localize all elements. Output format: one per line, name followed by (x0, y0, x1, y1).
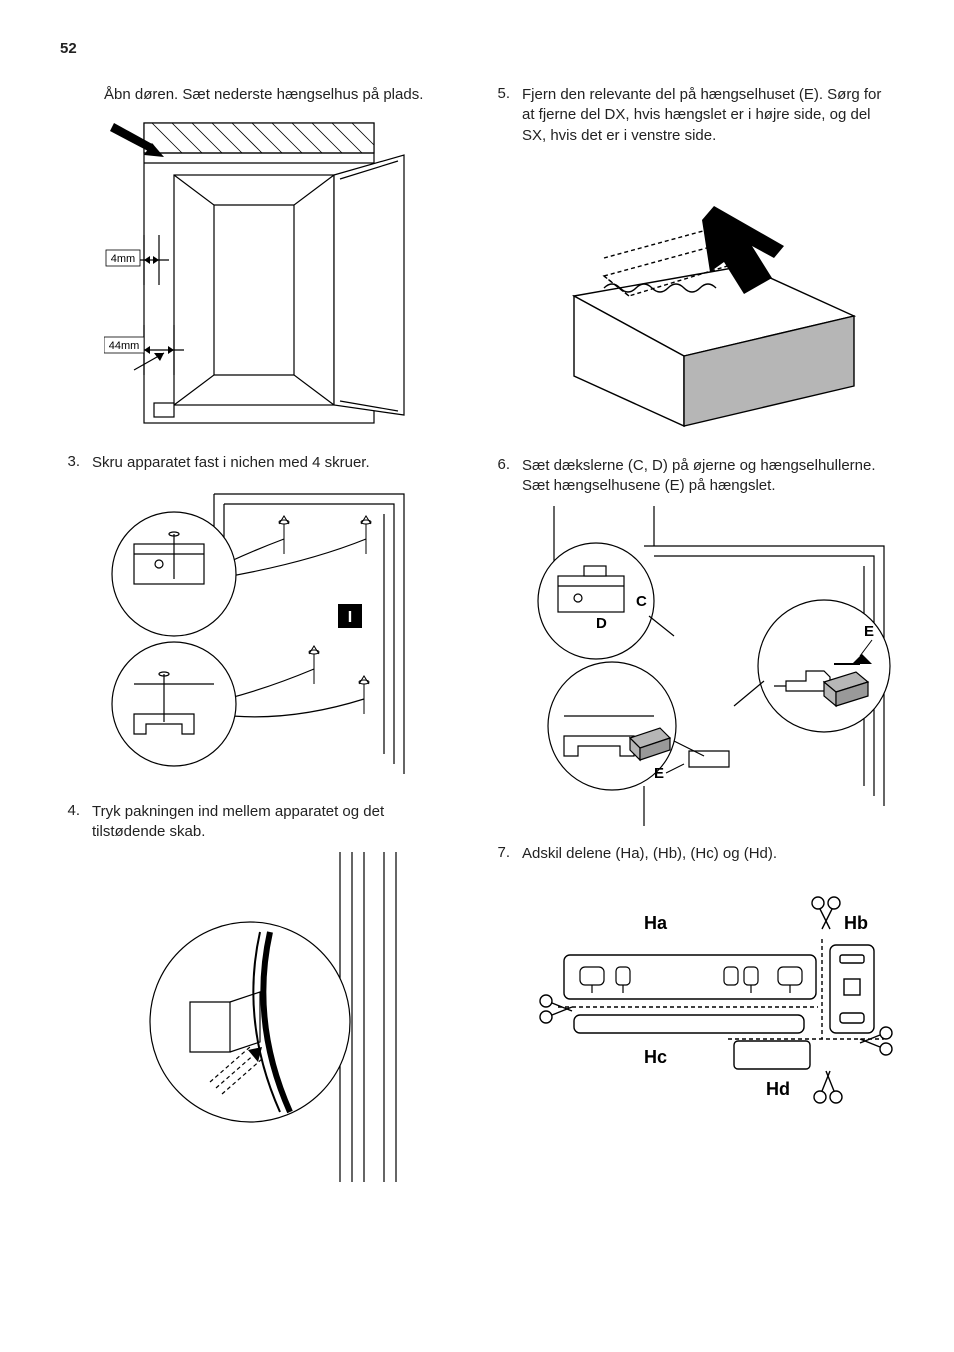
step-3: 3. Skru apparatet fast i nichen med 4 sk… (60, 453, 450, 473)
step-6-text: Sæt dækslerne (C, D) på øjerne og hængse… (522, 456, 894, 497)
step-6-number: 6. (490, 456, 522, 497)
figure-screws: I (104, 484, 450, 784)
label-Ha: Ha (644, 913, 668, 933)
label-Hd: Hd (766, 1079, 790, 1099)
label-Hb: Hb (844, 913, 868, 933)
figure-covers-cde: C D E E (534, 506, 894, 826)
step-6: 6. Sæt dækslerne (C, D) på øjerne og hæn… (490, 456, 894, 497)
step-4: 4. Tryk pakningen ind mellem apparatet o… (60, 802, 450, 843)
label-E-1: E (654, 765, 664, 782)
step-3-number: 3. (60, 453, 92, 473)
step-3-text: Skru apparatet fast i nichen med 4 skrue… (92, 453, 450, 473)
label-C: C (636, 593, 647, 610)
figure-gasket (140, 852, 450, 1182)
label-E-2: E (864, 623, 874, 640)
right-column: 5. Fjern den relevante del på hængselhus… (490, 85, 894, 1200)
label-Hc: Hc (644, 1047, 667, 1067)
step-7: 7. Adskil delene (Ha), (Hb), (Hc) og (Hd… (490, 844, 894, 864)
page-number: 52 (60, 40, 894, 57)
label-44mm: 44mm (109, 340, 140, 352)
step-4-number: 4. (60, 802, 92, 843)
step-5-text: Fjern den relevante del på hængselhuset … (522, 85, 894, 146)
label-I: I (348, 609, 352, 626)
figure-door-gap: 4mm 44mm (104, 115, 450, 435)
step-4-text: Tryk pakningen ind mellem apparatet og d… (92, 802, 450, 843)
left-column: Åbn døren. Sæt nederste hængselhus på pl… (60, 85, 450, 1200)
figure-hinge-housing-remove (534, 176, 894, 436)
label-4mm: 4mm (111, 253, 135, 265)
step-5-number: 5. (490, 85, 522, 146)
label-D: D (596, 615, 607, 632)
two-column-layout: Åbn døren. Sæt nederste hængselhus på pl… (60, 85, 894, 1200)
intro-text: Åbn døren. Sæt nederste hængselhus på pl… (104, 85, 450, 105)
step-5: 5. Fjern den relevante del på hængselhus… (490, 85, 894, 146)
figure-parts-ha-hd: Ha Hb Hc Hd (534, 885, 894, 1135)
step-7-text: Adskil delene (Ha), (Hb), (Hc) og (Hd). (522, 844, 894, 864)
step-7-number: 7. (490, 844, 522, 864)
